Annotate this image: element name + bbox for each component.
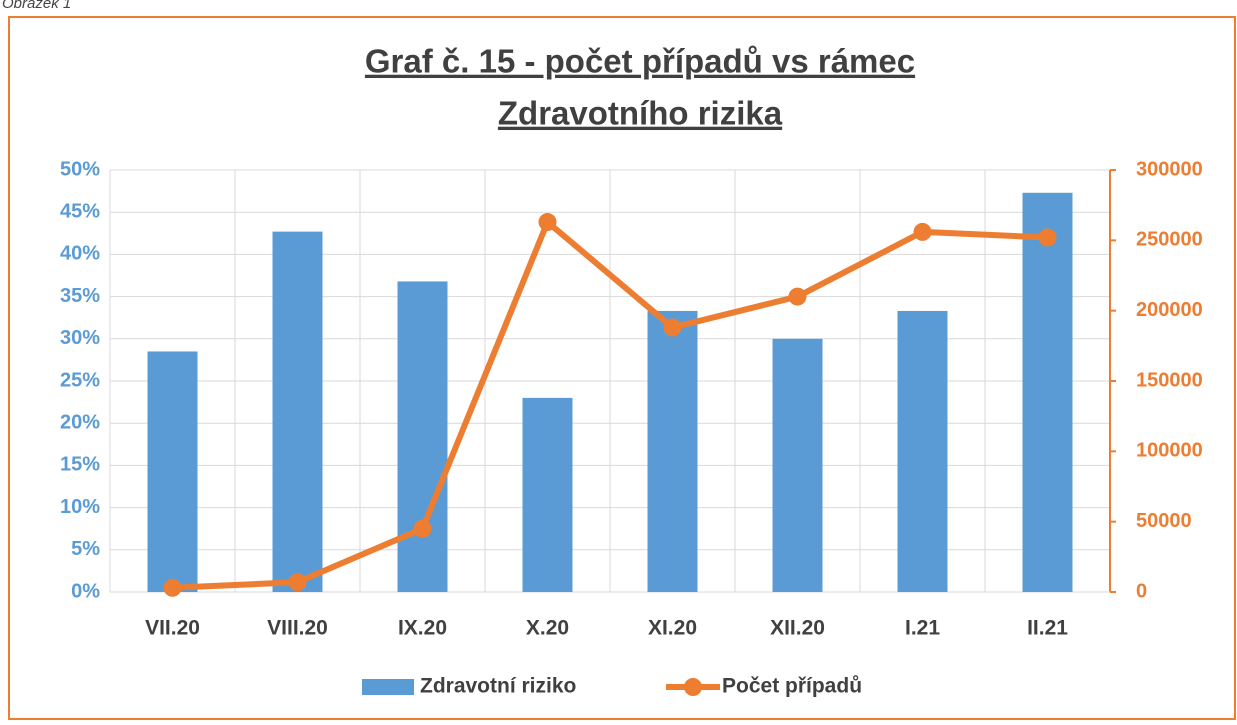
line-marker <box>163 578 182 597</box>
y-tick-label: 15% <box>60 454 100 476</box>
chart-title: Graf č. 15 - počet případů vs rámec <box>365 43 915 80</box>
y2-tick-label: 250000 <box>1136 229 1203 251</box>
bar <box>272 231 323 592</box>
line-marker <box>413 519 432 538</box>
y-tick-label: 35% <box>60 285 100 307</box>
x-tick-label: IX.20 <box>398 617 447 640</box>
x-tick-label: X.20 <box>526 617 569 640</box>
bar <box>647 310 698 592</box>
line-marker <box>913 222 932 241</box>
bar <box>897 310 948 592</box>
y2-tick-label: 50000 <box>1136 510 1192 532</box>
line <box>172 219 1048 591</box>
chart-title: Zdravotního rizika <box>498 95 783 132</box>
y2-tick-label: 0 <box>1136 580 1147 602</box>
y2-tick-label: 200000 <box>1136 299 1203 321</box>
y-tick-label: 20% <box>60 411 100 433</box>
y-tick-label: 10% <box>60 496 100 518</box>
y-tick-label: 50% <box>60 158 100 180</box>
y-tick-label: 45% <box>60 200 100 222</box>
caption: Obrázek 1 <box>2 0 71 12</box>
y2-tick-label: 300000 <box>1136 158 1203 180</box>
y-tick-label: 25% <box>60 369 100 391</box>
bar <box>772 338 823 592</box>
legend-swatch <box>684 678 702 696</box>
line-marker <box>663 318 682 337</box>
y2-tick-label: 150000 <box>1136 369 1203 391</box>
line-marker <box>288 573 307 592</box>
line-marker <box>1038 228 1057 247</box>
legend-swatch <box>362 679 414 695</box>
bar <box>147 351 198 592</box>
y-tick-label: 40% <box>60 243 100 265</box>
legend-label: Zdravotní riziko <box>420 675 576 698</box>
bar <box>522 397 573 592</box>
line-marker <box>788 287 807 306</box>
x-tick-label: XI.20 <box>648 617 697 640</box>
x-tick-label: I.21 <box>905 617 940 640</box>
legend-label: Počet případů <box>722 675 862 698</box>
y-tick-label: 0% <box>71 580 100 602</box>
x-tick-label: VIII.20 <box>267 617 328 640</box>
line-marker <box>538 213 557 232</box>
y2-tick-label: 100000 <box>1136 440 1203 462</box>
y-tick-label: 30% <box>60 327 100 349</box>
x-tick-label: VII.20 <box>145 617 200 640</box>
bar <box>1022 192 1073 592</box>
y-tick-label: 5% <box>71 538 100 560</box>
bar <box>397 281 448 592</box>
x-tick-label: II.21 <box>1027 617 1068 640</box>
x-tick-label: XII.20 <box>770 617 825 640</box>
